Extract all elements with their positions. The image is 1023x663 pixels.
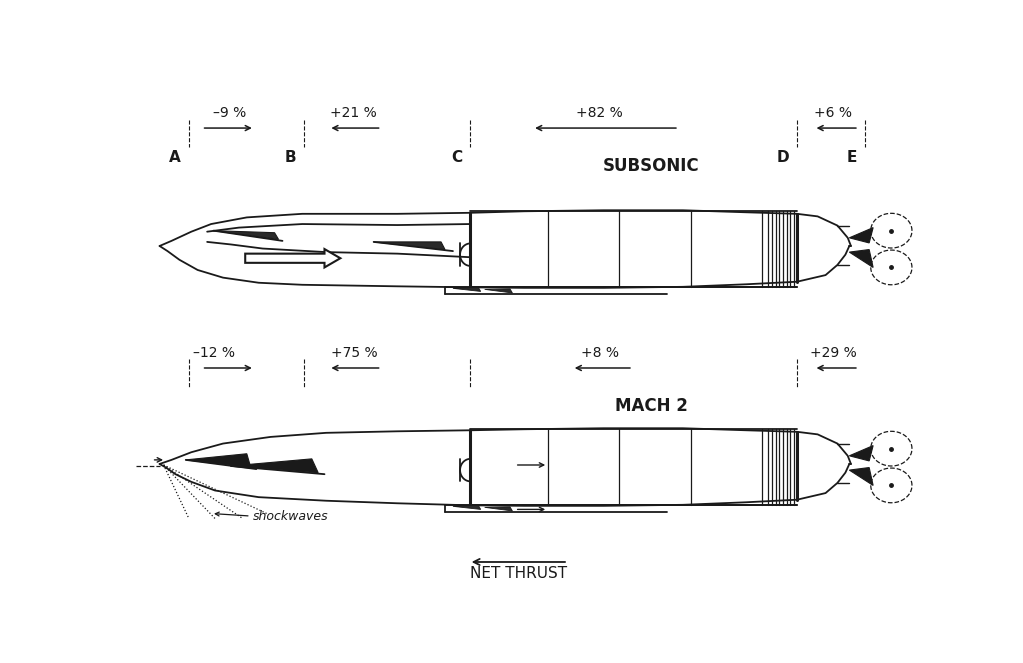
Text: –12 %: –12 % <box>192 345 234 360</box>
Text: –9 %: –9 % <box>213 105 246 120</box>
Text: B: B <box>284 150 296 165</box>
Polygon shape <box>849 249 874 267</box>
Text: +21 %: +21 % <box>330 105 377 120</box>
Text: SUBSONIC: SUBSONIC <box>603 157 700 175</box>
Text: +8 %: +8 % <box>581 345 619 360</box>
Polygon shape <box>849 446 874 461</box>
Polygon shape <box>849 467 874 485</box>
Text: A: A <box>169 150 181 165</box>
Polygon shape <box>214 231 278 239</box>
Text: +6 %: +6 % <box>814 105 852 120</box>
Polygon shape <box>246 249 341 267</box>
Text: NET THRUST: NET THRUST <box>471 566 568 581</box>
Polygon shape <box>453 287 481 292</box>
Polygon shape <box>453 505 481 509</box>
Text: +82 %: +82 % <box>576 105 623 120</box>
Text: C: C <box>451 150 462 165</box>
Text: D: D <box>776 150 789 165</box>
Polygon shape <box>373 242 445 249</box>
Text: +75 %: +75 % <box>330 345 377 360</box>
Polygon shape <box>186 453 251 467</box>
Polygon shape <box>485 507 513 511</box>
Polygon shape <box>231 459 318 473</box>
Text: E: E <box>847 150 857 165</box>
Text: MACH 2: MACH 2 <box>615 397 687 415</box>
Polygon shape <box>849 227 874 243</box>
Text: +29 %: +29 % <box>810 345 857 360</box>
Polygon shape <box>485 289 513 293</box>
Text: shockwaves: shockwaves <box>253 510 328 522</box>
